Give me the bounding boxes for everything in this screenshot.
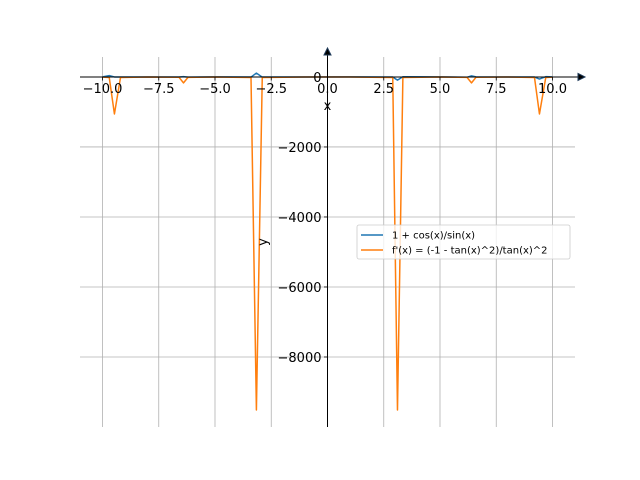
y-tick-label: −6000 bbox=[278, 281, 322, 296]
x-axis-label: x bbox=[324, 99, 332, 114]
x-tick-label: −5.0 bbox=[199, 82, 231, 97]
legend-box bbox=[356, 224, 571, 260]
x-tick-label: −10.0 bbox=[83, 82, 123, 97]
x-tick-label: 7.5 bbox=[486, 82, 507, 97]
x-tick-label: 2.5 bbox=[373, 82, 394, 97]
y-tick-label: −2000 bbox=[278, 141, 322, 156]
y-tick-label: 0 bbox=[313, 71, 321, 86]
legend-label: f'(x) = (-1 - tan(x)^2)/tan(x)^2 bbox=[392, 246, 548, 257]
y-axis-label: y bbox=[256, 238, 271, 246]
x-tick-label: −2.5 bbox=[255, 82, 287, 97]
x-tick-label: −7.5 bbox=[143, 82, 175, 97]
x-tick-label: 10.0 bbox=[538, 82, 567, 97]
y-tick-label: −4000 bbox=[278, 211, 322, 226]
y-arrow bbox=[323, 46, 332, 56]
x-tick-label: 5.0 bbox=[430, 82, 451, 97]
x-arrow bbox=[577, 72, 587, 82]
legend-label: 1 + cos(x)/sin(x) bbox=[392, 231, 475, 242]
y-tick-label: −8000 bbox=[278, 351, 322, 366]
